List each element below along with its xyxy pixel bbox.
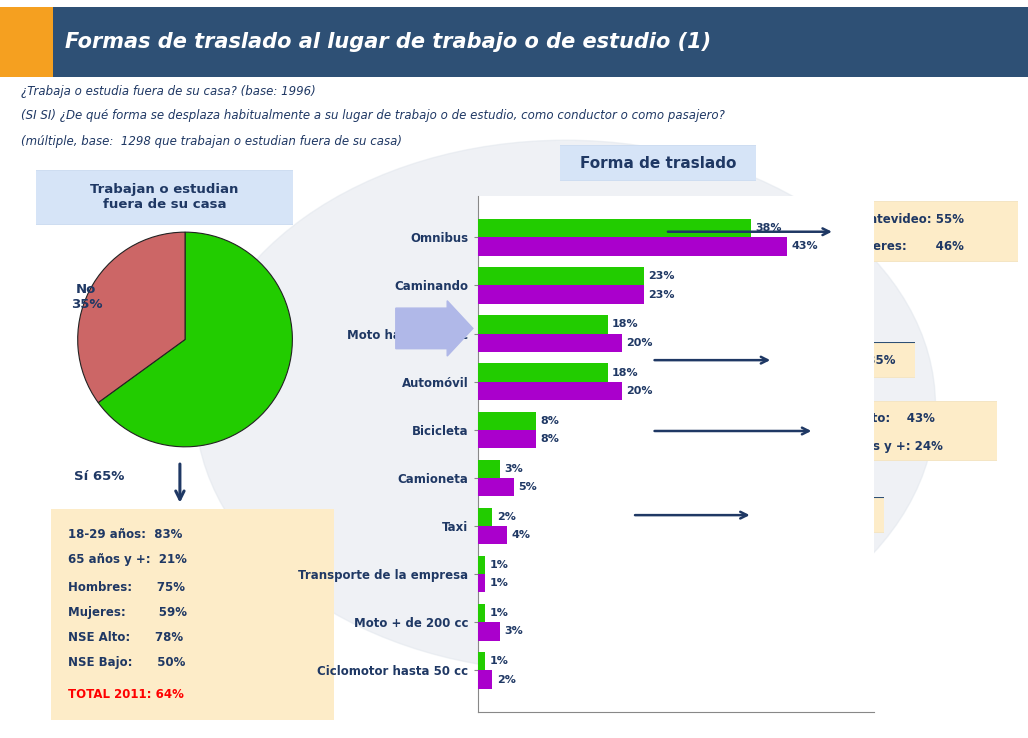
Text: 1%: 1% (489, 560, 509, 570)
Text: 3%: 3% (504, 627, 522, 636)
Text: 2012: 2012 (754, 498, 788, 511)
Text: 18%: 18% (612, 320, 638, 329)
Text: 2%: 2% (497, 675, 516, 685)
Text: 20%: 20% (626, 386, 653, 396)
Text: 8%: 8% (540, 434, 559, 444)
Text: 3%: 3% (504, 463, 522, 474)
Text: Mujeres:       46%: Mujeres: 46% (848, 241, 963, 253)
Bar (478, 556, 485, 574)
Text: Hombres:      75%: Hombres: 75% (68, 581, 185, 593)
Text: Montevideo: 55%: Montevideo: 55% (848, 213, 963, 226)
Text: Trabajan o estudian
fuera de su casa: Trabajan o estudian fuera de su casa (90, 184, 238, 211)
Text: 2011: 2011 (754, 459, 788, 472)
Text: 5%: 5% (518, 482, 537, 492)
FancyArrow shape (396, 301, 473, 356)
Text: Sí 65%: Sí 65% (73, 470, 124, 483)
Text: 2%: 2% (497, 512, 516, 522)
Circle shape (195, 140, 935, 672)
FancyBboxPatch shape (752, 497, 887, 534)
Text: 43%: 43% (792, 241, 818, 252)
Text: TOTAL 2011: 64%: TOTAL 2011: 64% (68, 688, 184, 701)
Text: NSE Alto:    43%: NSE Alto: 43% (829, 413, 934, 425)
Text: 1%: 1% (489, 656, 509, 666)
Bar (478, 334, 622, 352)
Bar (478, 670, 492, 689)
FancyBboxPatch shape (46, 505, 339, 724)
Bar (478, 382, 622, 400)
Text: 23%: 23% (648, 272, 674, 281)
Text: Formas de traslado al lugar de trabajo o de estudio (1): Formas de traslado al lugar de trabajo o… (65, 32, 711, 52)
Bar (478, 478, 514, 496)
Bar (478, 412, 536, 430)
Text: ¿Trabaja o estudia fuera de su casa? (base: 1996): ¿Trabaja o estudia fuera de su casa? (ba… (21, 84, 316, 97)
Bar (478, 315, 608, 334)
Text: Interior 1: 35%: Interior 1: 35% (796, 354, 895, 367)
FancyBboxPatch shape (835, 200, 1022, 263)
FancyBboxPatch shape (554, 145, 762, 182)
Text: 45 años y +: 24%: 45 años y +: 24% (829, 440, 943, 452)
Text: 1%: 1% (489, 579, 509, 588)
Bar (478, 238, 787, 255)
Text: Mujeres:        59%: Mujeres: 59% (68, 606, 187, 618)
Text: Interior 2: 18%: Interior 2: 18% (770, 508, 870, 522)
Bar (0, 7, 53, 77)
Text: (múltiple, base:  1298 que trabajan o estudian fuera de su casa): (múltiple, base: 1298 que trabajan o est… (21, 135, 402, 148)
Bar (478, 604, 485, 622)
Bar (720, 456, 745, 475)
Text: 18-29 años:  83%: 18-29 años: 83% (68, 528, 183, 541)
FancyBboxPatch shape (31, 169, 298, 226)
Bar (720, 495, 745, 514)
Bar (478, 622, 500, 641)
Text: 18%: 18% (612, 368, 638, 378)
Bar (478, 363, 608, 382)
Text: 1%: 1% (489, 608, 509, 618)
Text: 4%: 4% (511, 530, 530, 540)
Bar (478, 526, 507, 545)
Bar (478, 219, 751, 238)
Text: NSE Bajo:      50%: NSE Bajo: 50% (68, 656, 186, 669)
Text: 65 años y +:  21%: 65 años y +: 21% (68, 554, 187, 566)
Wedge shape (78, 232, 185, 402)
Bar (478, 286, 644, 304)
Text: (SI SI) ¿De qué forma se desplaza habitualmente a su lugar de trabajo o de estud: (SI SI) ¿De qué forma se desplaza habitu… (21, 109, 725, 122)
Text: NSE Alto:      78%: NSE Alto: 78% (68, 631, 183, 644)
Text: 8%: 8% (540, 415, 559, 426)
FancyBboxPatch shape (814, 399, 1001, 463)
Bar (478, 430, 536, 448)
Text: Forma de traslado: Forma de traslado (580, 156, 736, 170)
Bar (478, 652, 485, 670)
Text: 20%: 20% (626, 338, 653, 348)
FancyBboxPatch shape (773, 342, 918, 379)
Bar (478, 460, 500, 478)
Bar (478, 267, 644, 286)
Text: No
35%: No 35% (71, 283, 102, 311)
Wedge shape (99, 232, 292, 446)
Text: 38%: 38% (756, 223, 782, 233)
Text: 23%: 23% (648, 289, 674, 300)
Bar (478, 574, 485, 593)
Bar (478, 508, 492, 526)
FancyBboxPatch shape (711, 441, 820, 530)
